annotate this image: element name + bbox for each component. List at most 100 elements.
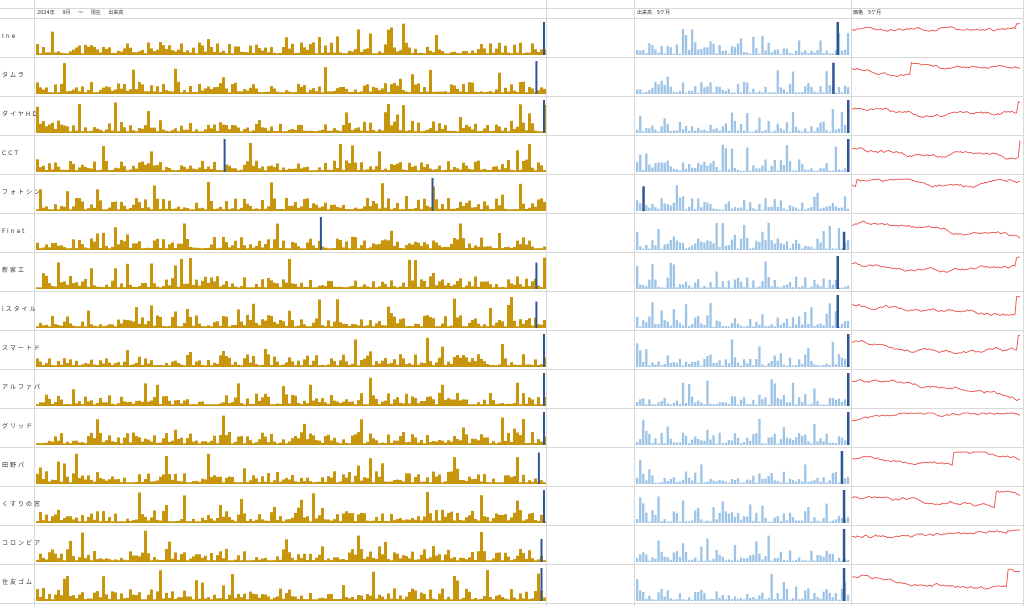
volume-bar [528, 240, 531, 250]
volume-bar [471, 358, 474, 367]
volume-bar [636, 579, 639, 601]
volume-bar [57, 166, 60, 172]
volume-bar [207, 86, 210, 94]
volume-bar [675, 92, 678, 94]
volume-bar [225, 395, 228, 406]
volume-bar [483, 516, 486, 523]
volume-bar [330, 326, 333, 328]
highlight-bar [535, 61, 538, 94]
volume-bar [660, 248, 663, 250]
volume-bar [330, 440, 333, 445]
volume-bar [234, 559, 237, 562]
volume-bar [324, 67, 327, 94]
volume-bar [261, 594, 264, 601]
volume-bar [537, 397, 540, 406]
volume-bar [87, 598, 90, 601]
volume-bar [51, 31, 54, 55]
volume-bar [528, 480, 531, 484]
volume-bar [408, 403, 411, 406]
volume-bar [297, 207, 300, 211]
volume-bar [150, 360, 153, 367]
volume-bar [727, 595, 730, 601]
volume-bar [87, 286, 90, 289]
volume-bar [651, 362, 654, 367]
volume-bar [252, 84, 255, 94]
volume-bar [779, 482, 782, 484]
volume-bar [651, 443, 654, 445]
volume-bar [213, 362, 216, 367]
volume-bar [691, 439, 694, 445]
volume-bar [730, 479, 734, 484]
volume-bar [87, 208, 90, 211]
volume-bar [813, 91, 816, 94]
volume-bar [807, 169, 810, 172]
volume-bar [93, 364, 96, 367]
volume-bar [746, 209, 749, 211]
volume-bar [519, 183, 522, 211]
volume-bar [795, 437, 798, 445]
row-label: アルファパ [2, 384, 42, 391]
volume-bar [312, 482, 315, 484]
volume-bar [180, 209, 183, 211]
volume-bar [703, 285, 706, 289]
volume-bar [84, 443, 87, 445]
volume-bar [372, 365, 375, 367]
volume-bar [688, 164, 691, 172]
volume-bar [752, 434, 755, 445]
volume-bar [129, 589, 132, 601]
volume-bar [804, 128, 807, 133]
volume-bar [39, 322, 42, 328]
volume-bar [144, 599, 147, 601]
volume-bar [761, 231, 764, 250]
highlight-bar [543, 334, 545, 367]
volume-bar [645, 128, 648, 133]
volume-bar [501, 130, 504, 133]
volume-bar [168, 167, 171, 172]
volume-bar [688, 206, 691, 211]
volume-bar [435, 242, 438, 250]
volume-bar [429, 168, 432, 172]
volume-bar [733, 120, 737, 133]
volume-bar [528, 52, 531, 55]
volume-bar [243, 164, 246, 172]
volume-bar [657, 52, 660, 55]
volume-bar [345, 112, 348, 133]
volume-bar [405, 326, 408, 328]
volume-bar [96, 472, 99, 484]
volume-bar [405, 130, 408, 133]
volume-bar [651, 404, 654, 406]
volume-bar [712, 404, 715, 406]
volume-bar [153, 481, 156, 484]
volume-bar [438, 245, 441, 250]
volume-bar [294, 365, 297, 367]
volume-bar [81, 592, 84, 601]
volume-bar [804, 86, 807, 94]
volume-bar [357, 465, 360, 484]
volume-bar [180, 519, 183, 523]
volume-bar [510, 517, 513, 523]
volume-bar [456, 88, 459, 94]
volume-bar [537, 162, 540, 172]
volume-bar [691, 599, 694, 601]
volume-bar [57, 509, 60, 523]
volume-bar [231, 364, 234, 367]
volume-bar [294, 481, 297, 484]
volume-bar [135, 307, 138, 328]
volume-bar [102, 46, 105, 55]
volume-bar [758, 91, 761, 94]
highlight-bar [540, 538, 543, 562]
volume-bar [93, 207, 96, 211]
volume-bar [63, 247, 66, 250]
volume-bar [645, 92, 648, 94]
volume-bar [135, 287, 138, 289]
volume-bar [174, 598, 177, 601]
volume-bar [273, 404, 276, 406]
volume-bar [348, 92, 351, 94]
volume-bar [267, 520, 270, 523]
volume-bar [828, 53, 831, 55]
volume-bar [721, 402, 724, 406]
volume-bar [739, 92, 743, 94]
volume-bar [306, 516, 309, 523]
